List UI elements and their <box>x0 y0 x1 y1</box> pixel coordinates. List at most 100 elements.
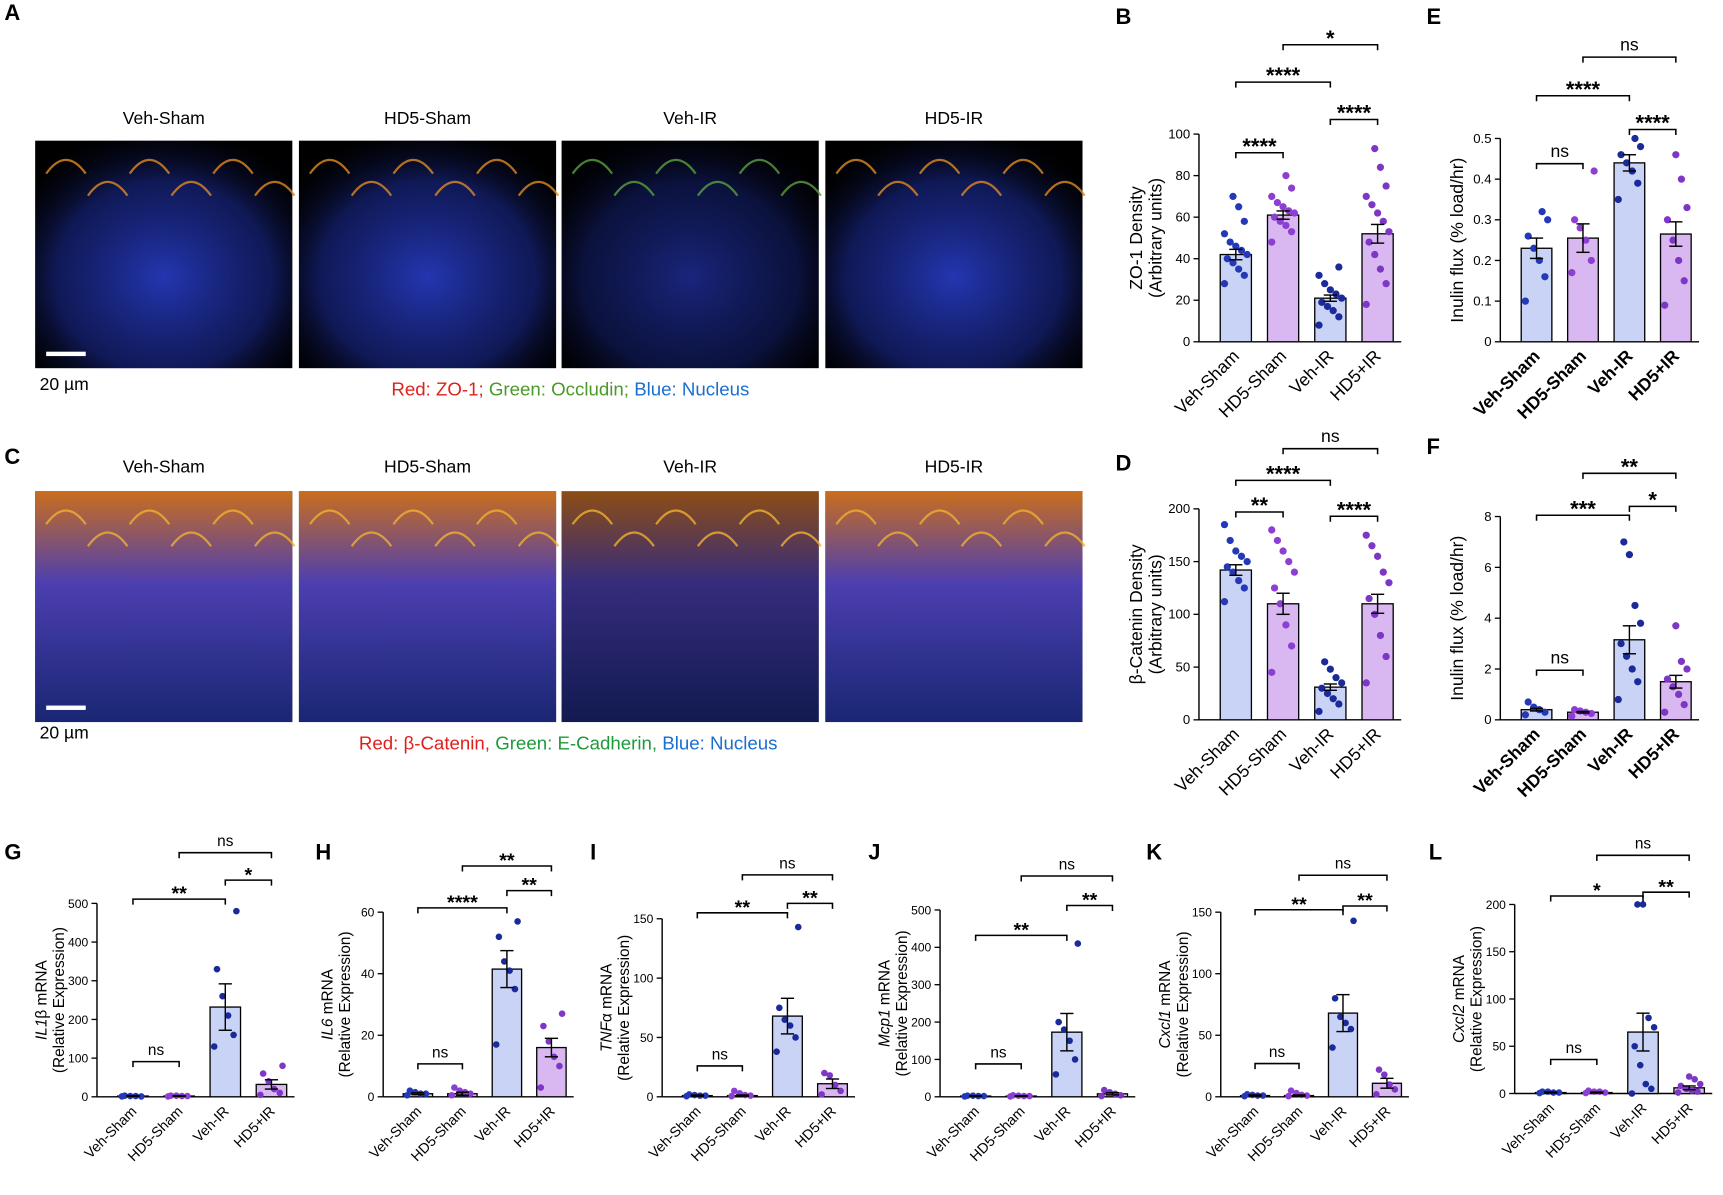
data-point <box>1240 217 1248 225</box>
data-point <box>1373 552 1382 560</box>
image-caption: Red: ZO-1; Green: Occludin; Blue: Nucleu… <box>391 379 749 400</box>
cell-border <box>434 180 476 197</box>
y-axis-label-text: mRNA <box>877 959 894 1009</box>
significance-label: ** <box>735 897 751 919</box>
significance-bracket <box>1582 56 1677 63</box>
panel-label: J <box>868 839 880 864</box>
significance-label: ns <box>990 1044 1007 1061</box>
y-axis-label-text: (Relative Expression) <box>51 927 68 1073</box>
data-point <box>1279 203 1287 211</box>
x-tick-label: Veh-IR <box>472 1104 514 1146</box>
data-point <box>1634 901 1641 908</box>
data-point <box>224 1012 232 1019</box>
bar <box>1566 237 1599 343</box>
y-tick-label: 50 <box>1176 659 1191 674</box>
y-axis-label: Inulin flux (% load/hr) <box>1447 536 1467 701</box>
data-point <box>1538 208 1546 216</box>
cell-border <box>613 531 655 547</box>
significance-bracket <box>1254 1062 1300 1070</box>
y-axis-label-text: (Relative Expression) <box>1469 926 1486 1072</box>
y-axis-label-gene: Cxcl2 <box>1451 1004 1468 1043</box>
micrograph-tissue <box>35 491 293 723</box>
y-axis-label-text: α mRNA <box>599 963 616 1022</box>
panel-label: F <box>1427 434 1440 459</box>
panel-label: E <box>1427 4 1442 29</box>
data-point <box>1669 236 1677 244</box>
data-point <box>1391 1086 1399 1093</box>
significance-label: *** <box>1570 496 1596 521</box>
y-tick-label: 0 <box>1499 1087 1506 1101</box>
y-axis-label-text: ZO-1 Density <box>1126 186 1146 290</box>
data-point <box>1268 192 1276 201</box>
data-point <box>1634 179 1642 187</box>
data-point <box>1631 601 1639 610</box>
data-point <box>1329 695 1337 703</box>
y-tick-label: 0 <box>925 1090 932 1104</box>
significance-label: * <box>245 864 253 886</box>
y-tick-label: 200 <box>1168 501 1190 516</box>
y-tick-label: 0 <box>1183 334 1190 349</box>
y-tick-label: 20 <box>1176 293 1191 308</box>
y-tick-label: 0 <box>1484 712 1491 727</box>
data-point <box>1570 706 1579 714</box>
data-point <box>1379 568 1387 576</box>
data-point <box>1220 598 1229 606</box>
data-point <box>1270 213 1279 221</box>
data-point <box>1568 269 1576 277</box>
data-point <box>1362 192 1370 201</box>
data-point <box>728 1092 735 1100</box>
significance-bracket <box>1235 152 1284 159</box>
panel-label: K <box>1146 839 1162 864</box>
data-point <box>1544 216 1552 224</box>
data-point <box>1582 708 1590 716</box>
y-tick-label: 100 <box>1192 967 1212 981</box>
y-axis-label: IL1β mRNA <box>33 959 50 1040</box>
data-point <box>1237 246 1246 255</box>
y-tick-label: 200 <box>68 1013 88 1027</box>
data-point <box>1672 151 1680 159</box>
data-point <box>786 1022 794 1029</box>
data-point <box>1350 917 1357 925</box>
significance-bracket <box>1066 904 1114 911</box>
y-axis-label: Mcp1 mRNA <box>877 959 894 1047</box>
data-point <box>1226 238 1234 246</box>
y-tick-label: 80 <box>1176 168 1191 183</box>
data-point <box>1268 526 1276 534</box>
significance-bracket <box>1535 95 1631 102</box>
significance-bracket <box>1535 162 1584 170</box>
caption-part: Blue: Nucleus <box>629 379 749 400</box>
data-point <box>1661 301 1669 309</box>
micrograph-tissue <box>35 140 293 369</box>
y-axis-label-gene: Mcp1 <box>877 1009 894 1047</box>
significance-label: ns <box>148 1042 165 1059</box>
cell-border <box>918 509 961 525</box>
significance-label: ** <box>1658 876 1674 898</box>
data-point <box>1229 259 1237 267</box>
significance-label: ** <box>1357 890 1373 912</box>
data-point <box>980 1092 988 1100</box>
bar <box>1659 233 1692 343</box>
y-tick-label: 40 <box>361 967 375 981</box>
cell-border <box>212 158 254 175</box>
y-axis-label-text: β-Catenin Density <box>1126 544 1146 684</box>
data-point <box>1273 536 1282 545</box>
data-point <box>1371 144 1379 153</box>
y-tick-label: 150 <box>1486 945 1506 959</box>
significance-bracket <box>1596 854 1690 861</box>
data-point <box>1326 665 1334 673</box>
bar <box>1219 569 1253 721</box>
data-point <box>1315 271 1323 279</box>
cell-border <box>1044 531 1086 547</box>
data-point <box>1287 184 1296 192</box>
micrograph-tissue <box>825 491 1083 723</box>
cell-border <box>655 509 697 525</box>
data-point <box>1376 163 1385 171</box>
y-tick-label: 0 <box>1183 712 1190 727</box>
y-tick-label: 40 <box>1176 251 1191 266</box>
data-point <box>1066 1037 1073 1045</box>
cell-border <box>918 158 961 175</box>
cell-border <box>170 180 212 197</box>
data-point <box>213 965 221 973</box>
y-tick-label: 50 <box>1199 1029 1213 1043</box>
cell-border <box>476 158 518 175</box>
